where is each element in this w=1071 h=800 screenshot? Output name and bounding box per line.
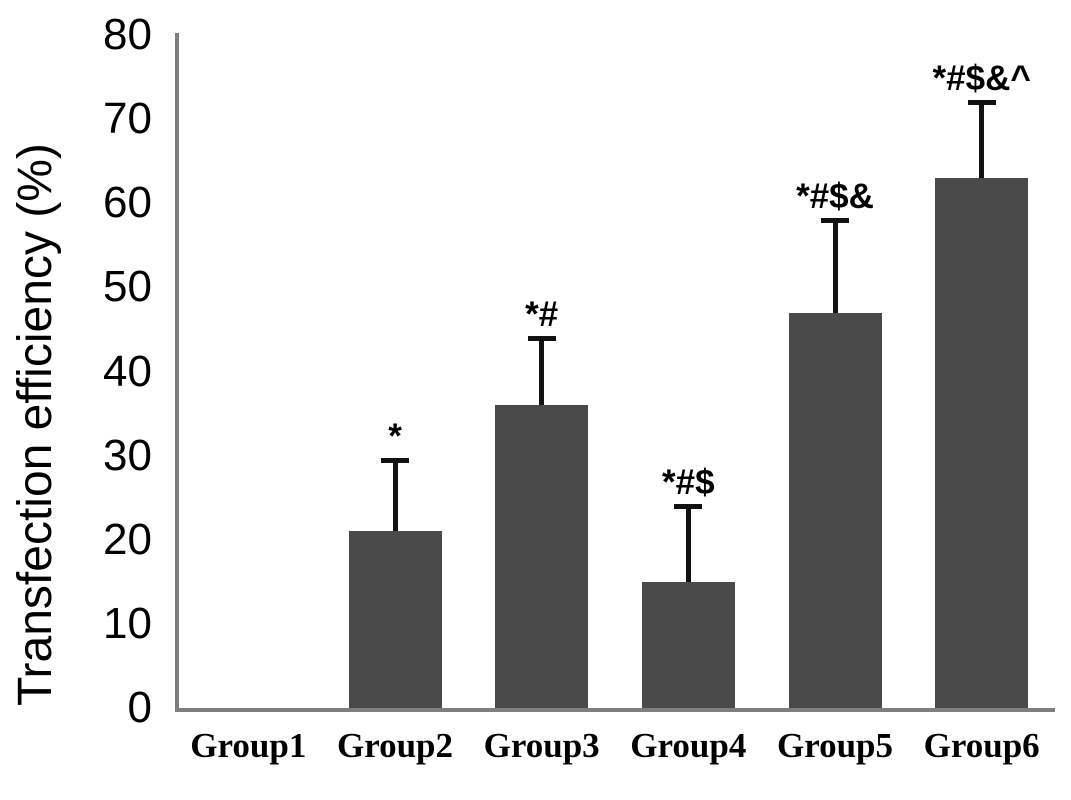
error-bar-cap-group4 (674, 504, 703, 510)
y-tick-label: 70 (103, 94, 152, 144)
significance-marker-group5: *#$& (796, 177, 874, 217)
y-tick-label: 20 (103, 514, 152, 564)
error-bar-line-group6 (979, 102, 985, 178)
error-bar-cap-group5 (821, 218, 849, 224)
y-axis-line (175, 33, 179, 712)
error-bar-line-group5 (832, 220, 838, 313)
significance-marker-group4: *#$ (662, 463, 715, 503)
x-axis-label-group6: Group6 (923, 726, 1040, 765)
y-tick-label: 50 (103, 262, 152, 312)
x-axis-label-group5: Group5 (776, 726, 894, 765)
y-tick-label: 80 (103, 10, 152, 59)
significance-marker-group6: *#$&^ (932, 59, 1031, 99)
x-axis-line (175, 708, 1055, 712)
x-axis-label-group3: Group3 (483, 726, 600, 765)
error-bar-line-group2 (392, 459, 398, 532)
error-bar-cap-group3 (527, 335, 556, 341)
error-bar-cap-group2 (381, 457, 409, 463)
significance-marker-group2: * (388, 416, 402, 456)
y-tick-label: 30 (103, 430, 152, 480)
bar-group4 (641, 581, 735, 708)
x-axis-label-group1: Group1 (190, 726, 307, 765)
bar-group2 (348, 531, 442, 708)
y-tick-label: 10 (103, 598, 152, 648)
x-axis-label-group2: Group2 (336, 726, 454, 765)
y-tick-label: 40 (103, 346, 152, 396)
error-bar-line-group4 (685, 506, 691, 582)
y-tick-label: 60 (103, 178, 152, 228)
y-tick-label: 0 (127, 683, 152, 732)
bar-group3 (495, 405, 589, 708)
error-bar-line-group3 (539, 337, 545, 406)
bar-group6 (935, 178, 1029, 708)
bar-group5 (788, 312, 882, 708)
error-bar-cap-group6 (967, 100, 996, 106)
significance-marker-group3: *# (525, 294, 559, 334)
x-axis-label-group4: Group4 (630, 726, 747, 765)
